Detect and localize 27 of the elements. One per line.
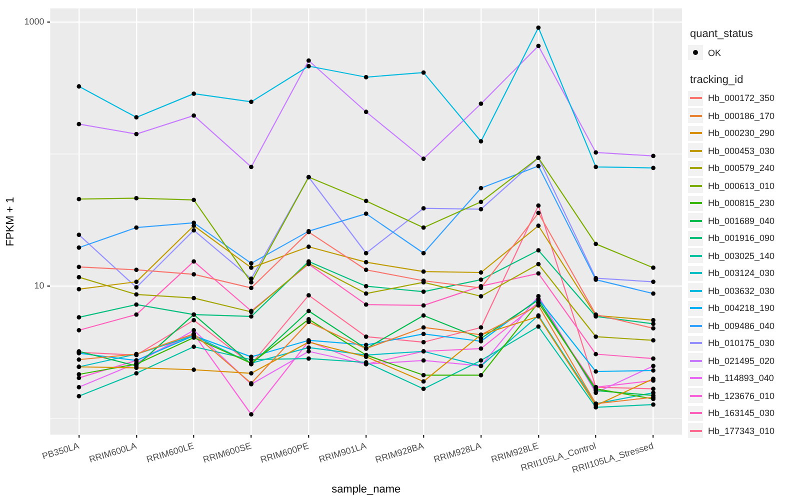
legend-label: Hb_123676_010 [708, 390, 775, 401]
legend-label: Hb_003124_030 [708, 268, 775, 278]
legend-label: Hb_003632_030 [708, 286, 775, 296]
legend-label: Hb_114893_040 [708, 373, 774, 384]
y-tick-label: 1000 [24, 16, 44, 27]
legend-label: Hb_163145_030 [708, 408, 775, 418]
legend-title: tracking_id [690, 74, 744, 86]
legend-label: Hb_004218_190 [708, 303, 775, 314]
legend-label: Hb_001916_090 [708, 233, 775, 244]
x-axis-title: sample_name [332, 483, 401, 496]
legend-label: Hb_000230_290 [708, 128, 775, 138]
legend-label: Hb_003025_140 [708, 250, 775, 261]
y-axis-title: FPKM + 1 [4, 196, 17, 246]
legend-label: Hb_009486_040 [708, 320, 775, 331]
legend-label: Hb_010175_030 [708, 338, 775, 348]
text: quant_status [690, 28, 754, 40]
legend-label: Hb_000815_230 [708, 198, 775, 208]
legend-label: OK [708, 48, 722, 58]
legend-label: Hb_000613_010 [708, 180, 775, 191]
legend-label: Hb_001689_040 [708, 216, 775, 226]
legend-label: Hb_177343_010 [708, 426, 775, 436]
legend-label: Hb_000186_170 [708, 110, 775, 121]
legend-label: Hb_000579_240 [708, 163, 775, 174]
legend-label: Hb_021495_020 [708, 356, 775, 366]
legend-label: Hb_000172_350 [708, 93, 775, 104]
legend-label: Hb_000453_030 [708, 146, 775, 156]
y-tick-label: 10 [34, 280, 44, 291]
